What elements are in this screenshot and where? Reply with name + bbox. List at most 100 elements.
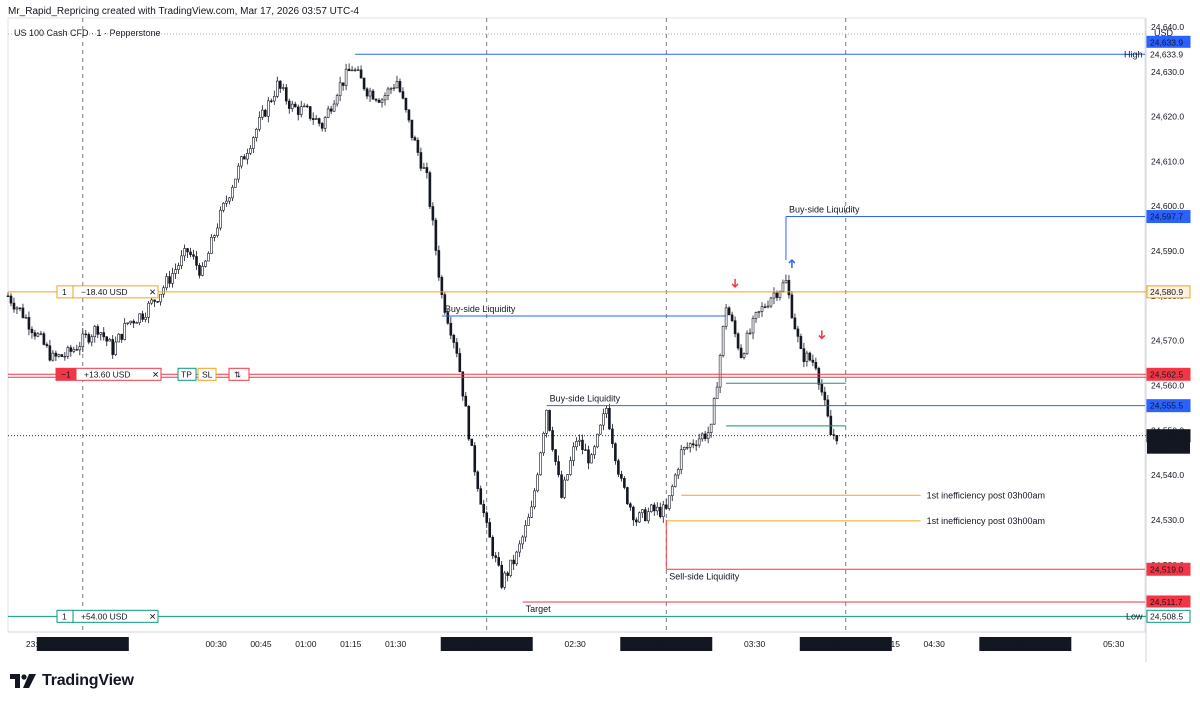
candle-body bbox=[688, 443, 692, 448]
candle-body bbox=[305, 105, 309, 108]
candle-body bbox=[623, 478, 626, 488]
candle-body bbox=[482, 503, 486, 514]
candle-body bbox=[99, 332, 103, 335]
position-pnl-box[interactable] bbox=[75, 367, 162, 381]
tradingview-brand[interactable]: TradingView bbox=[10, 672, 134, 690]
candle-body bbox=[458, 353, 462, 373]
candle-body bbox=[784, 280, 788, 284]
candle-body bbox=[225, 200, 228, 204]
candle-body bbox=[802, 348, 806, 362]
candle-body bbox=[542, 432, 545, 454]
position-label[interactable]: 1 −18.40 USD ✕ bbox=[56, 285, 159, 299]
candle-body bbox=[275, 80, 279, 97]
drawing-label: Sell-side Liquidity bbox=[669, 571, 740, 581]
candle-body bbox=[377, 99, 381, 103]
drawing-label: Low bbox=[1126, 611, 1143, 621]
candle-body bbox=[72, 349, 76, 352]
candle-body bbox=[386, 88, 390, 96]
drawing-label: Buy-side Liquidity bbox=[550, 394, 621, 404]
candle-body bbox=[261, 109, 264, 118]
candle-body bbox=[270, 100, 273, 102]
candle-body bbox=[739, 347, 743, 358]
x-highlight-label: Tue 17 Mar '26 03:00 bbox=[620, 637, 713, 651]
candle-body bbox=[9, 295, 13, 304]
y-tick-label: 24,540.0 bbox=[1151, 470, 1184, 480]
candle-body bbox=[410, 119, 414, 138]
y-tick-label: 24,620.0 bbox=[1151, 112, 1184, 122]
candle-body bbox=[434, 219, 438, 251]
price-axis-label: 24,580.9 bbox=[1146, 285, 1191, 299]
candle-body bbox=[524, 525, 527, 538]
candle-body bbox=[718, 355, 722, 388]
candle-body bbox=[281, 87, 285, 89]
candle-body bbox=[769, 297, 773, 307]
candle-body bbox=[736, 333, 740, 349]
candle-body bbox=[787, 280, 791, 296]
candle-body bbox=[290, 103, 294, 109]
x-tick-label: 23:30 bbox=[26, 639, 48, 649]
candle-body bbox=[494, 555, 498, 558]
candle-body bbox=[425, 167, 429, 173]
candle-body bbox=[766, 305, 770, 308]
candle-body bbox=[374, 98, 378, 101]
candle-body bbox=[326, 108, 330, 118]
candle-body bbox=[536, 474, 539, 492]
candle-body bbox=[156, 301, 159, 303]
candle-body bbox=[539, 452, 542, 476]
y-tick-label: 24,600.0 bbox=[1151, 201, 1184, 211]
tradingview-logo-icon bbox=[10, 674, 36, 688]
currency-label[interactable]: USD bbox=[1154, 28, 1174, 38]
countdown-label: 00:55 bbox=[1150, 443, 1172, 453]
candle-body bbox=[697, 438, 701, 446]
y-tick-label: 24,610.0 bbox=[1151, 156, 1184, 166]
price-axis-label: 24,633.9 bbox=[1146, 47, 1191, 61]
take-profit-button[interactable] bbox=[177, 367, 197, 381]
candle-body bbox=[42, 333, 46, 345]
candle-body bbox=[817, 367, 821, 385]
candle-body bbox=[192, 254, 195, 257]
candle-body bbox=[132, 320, 135, 324]
drawing-label: 1st inefficiency post 03h00am bbox=[927, 490, 1045, 500]
price-label-text: 24,633.9 bbox=[1150, 49, 1183, 59]
drawing-label: Buy-side Liquidity bbox=[789, 205, 860, 215]
candle-body bbox=[105, 336, 109, 342]
candle-body bbox=[201, 266, 204, 276]
stop-loss-button[interactable] bbox=[197, 367, 217, 381]
candle-body bbox=[488, 522, 492, 538]
price-axis-label: 24,519.0 bbox=[1146, 562, 1191, 576]
candle-body bbox=[554, 449, 557, 462]
position-pnl-box[interactable] bbox=[72, 285, 159, 299]
candle-body bbox=[691, 443, 695, 446]
candle-body bbox=[805, 352, 809, 362]
chart-caption: Mr_Rapid_Repricing created with TradingV… bbox=[8, 6, 360, 17]
position-pnl-box[interactable] bbox=[72, 609, 159, 623]
candle-body bbox=[81, 333, 85, 347]
position-qty: 1 bbox=[62, 287, 67, 297]
candle-body bbox=[658, 506, 662, 518]
position-label[interactable]: 1 +54.00 USD ✕ bbox=[56, 609, 159, 623]
candle-body bbox=[611, 428, 614, 444]
candle-body bbox=[754, 312, 758, 319]
reverse-button[interactable] bbox=[228, 367, 250, 381]
price-axis-label: 24,562.5 bbox=[1146, 367, 1191, 381]
candle-body bbox=[177, 265, 180, 270]
candle-body bbox=[748, 332, 752, 335]
x-highlight-label: Tue 17 Mar '26 02:00 bbox=[440, 637, 533, 651]
candle-body bbox=[506, 572, 509, 576]
symbol-title[interactable]: US 100 Cash CFD · 1 · Pepperstone bbox=[14, 28, 161, 38]
candle-body bbox=[530, 506, 533, 518]
x-highlight-label: Tue 17 Mar '26 04:00 bbox=[799, 637, 892, 651]
candle-body bbox=[317, 118, 321, 124]
countdown-box bbox=[1147, 441, 1190, 454]
x-highlight-label: Tue 17 Mar '26 05:00 bbox=[979, 637, 1072, 651]
candle-body bbox=[551, 430, 554, 450]
candle-body bbox=[362, 77, 366, 90]
x-tick-label: 03:30 bbox=[744, 639, 766, 649]
x-highlight-text: Tue 17 Mar '26 02:00 bbox=[444, 639, 524, 649]
candle-body bbox=[416, 139, 420, 153]
candle-body bbox=[652, 504, 656, 512]
position-label[interactable]: −1 +13.60 USD ✕ TP SL ⇅ bbox=[55, 367, 250, 381]
candle-body bbox=[222, 202, 225, 211]
candle-body bbox=[171, 273, 174, 284]
